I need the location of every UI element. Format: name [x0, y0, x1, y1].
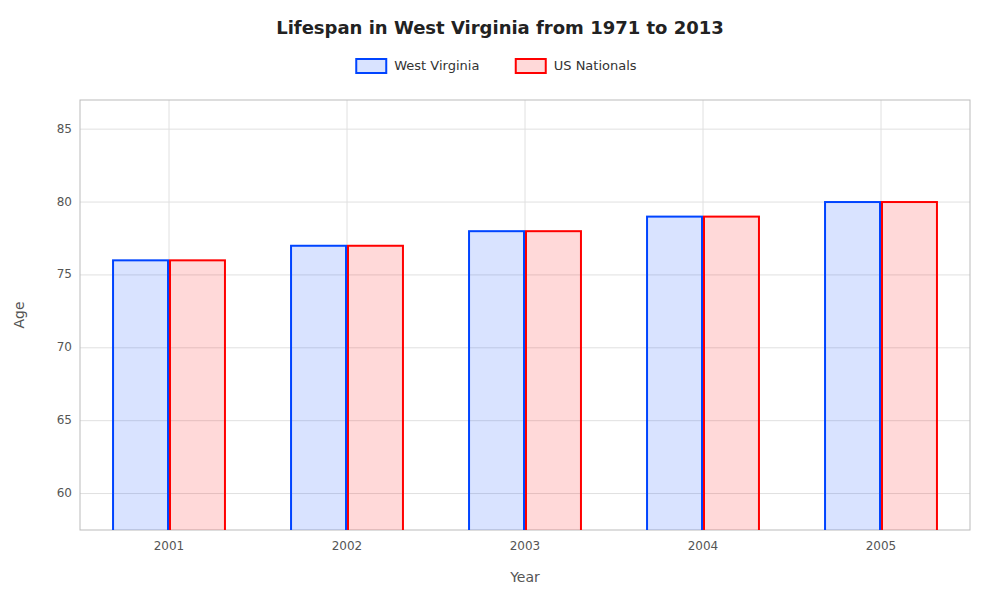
y-tick-label: 75 [57, 267, 72, 281]
title: Lifespan in West Virginia from 1971 to 2… [276, 17, 724, 38]
x-tick-label: 2001 [154, 539, 185, 553]
bar [469, 231, 524, 530]
bar [526, 231, 581, 530]
legend-label: West Virginia [394, 58, 479, 73]
y-axis-label: Age [11, 301, 27, 328]
legend: West Virginia US Nationals [356, 58, 637, 74]
y-tick-label: 70 [57, 340, 72, 354]
chart: 60 65 70 75 80 85 2001 2002 2003 2004 2005 Year Age L… [0, 0, 1000, 600]
bar [170, 260, 225, 530]
x-tick-label: 2005 [866, 539, 897, 553]
x-tick-label: 2002 [332, 539, 363, 553]
bar [825, 202, 880, 530]
y-tick-label: 60 [57, 486, 72, 500]
bar [348, 246, 403, 530]
x-tick-label: 2004 [688, 539, 719, 553]
bar [113, 260, 168, 530]
y-tick-label: 65 [57, 413, 72, 427]
y-tick-label: 85 [57, 122, 72, 136]
y-tick-label: 80 [57, 195, 72, 209]
bar [882, 202, 937, 530]
legend-swatch [356, 59, 386, 73]
bar [647, 217, 702, 530]
bars [113, 202, 937, 530]
x-tick-label: 2003 [510, 539, 541, 553]
legend-label: US Nationals [554, 58, 637, 73]
legend-swatch [516, 59, 546, 73]
bar [291, 246, 346, 530]
x-axis-label: Year [509, 569, 540, 585]
bar [704, 217, 759, 530]
